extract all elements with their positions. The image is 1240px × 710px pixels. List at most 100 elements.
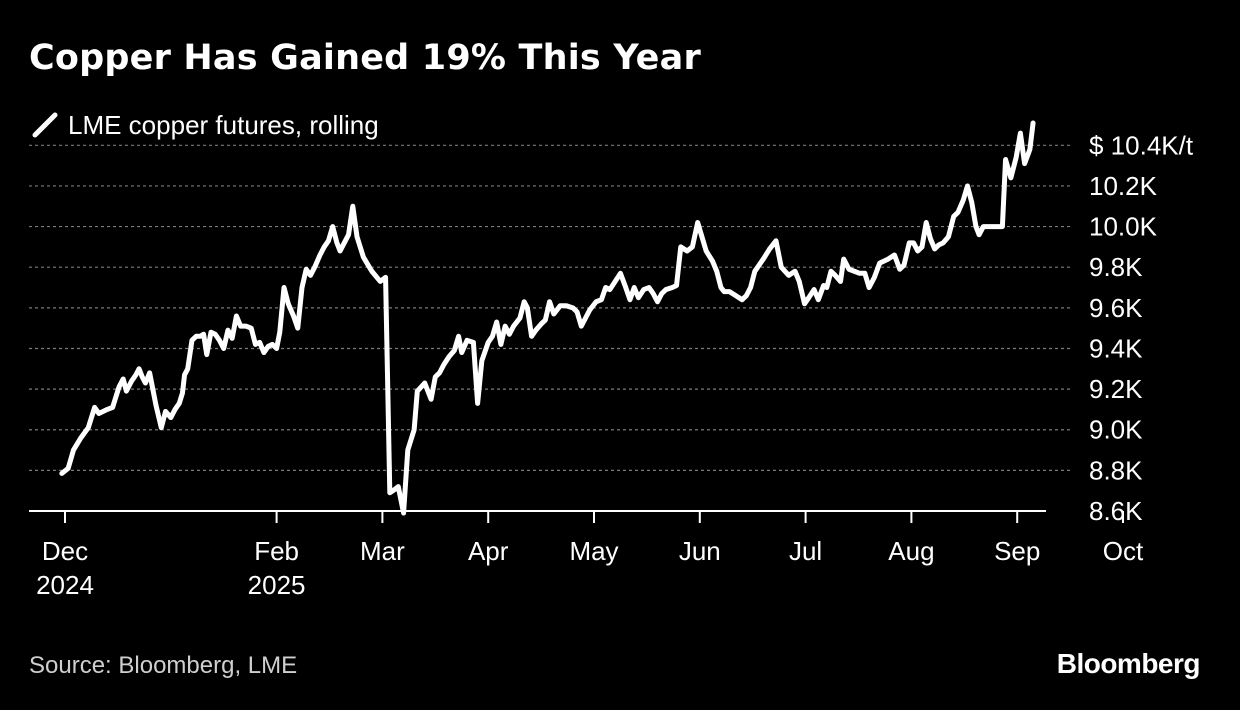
- data-point: [287, 303, 289, 305]
- x-tick-label: Apr: [468, 536, 509, 566]
- data-point: [657, 301, 659, 303]
- data-point: [397, 486, 399, 488]
- y-tick-label: 9.6K: [1089, 293, 1143, 323]
- data-point: [131, 380, 133, 382]
- data-point: [942, 242, 944, 244]
- data-point: [712, 260, 714, 262]
- data-point: [788, 275, 790, 277]
- data-point: [620, 273, 622, 275]
- chart-title: Copper Has Gained 19% This Year: [29, 38, 701, 78]
- x-tick-year-label: 2025: [248, 570, 306, 600]
- data-point: [513, 325, 515, 327]
- data-point: [403, 512, 405, 514]
- data-point: [826, 287, 828, 289]
- data-point: [997, 226, 999, 228]
- data-point: [864, 273, 866, 275]
- data-point: [823, 285, 825, 287]
- data-point: [87, 427, 89, 429]
- data-point: [73, 449, 75, 451]
- data-point: [609, 289, 611, 291]
- data-point: [633, 287, 635, 289]
- data-point: [332, 226, 334, 228]
- data-point: [813, 289, 815, 291]
- data-point: [267, 346, 269, 348]
- data-point: [323, 246, 325, 248]
- data-point: [519, 317, 521, 319]
- data-point: [263, 352, 265, 354]
- data-point: [903, 264, 905, 266]
- y-tick-label: 9.8K: [1089, 252, 1143, 282]
- data-point: [794, 270, 796, 272]
- data-point: [535, 329, 537, 331]
- data-point: [705, 250, 707, 252]
- data-point: [223, 348, 225, 350]
- data-point: [473, 342, 475, 344]
- legend: LME copper futures, rolling: [31, 108, 379, 142]
- data-point: [559, 305, 561, 307]
- data-point: [665, 289, 667, 291]
- data-point: [371, 270, 373, 272]
- data-point: [595, 301, 597, 303]
- data-point: [293, 315, 295, 317]
- data-point: [817, 299, 819, 301]
- data-point: [581, 325, 583, 327]
- data-point: [572, 307, 574, 309]
- data-point: [938, 244, 940, 246]
- data-point: [417, 390, 419, 392]
- x-tick-year-label: 2024: [36, 570, 94, 600]
- data-point: [276, 348, 278, 350]
- data-point: [908, 242, 910, 244]
- data-point: [925, 222, 927, 224]
- data-point: [804, 303, 806, 305]
- data-point: [762, 258, 764, 260]
- data-point: [948, 236, 950, 238]
- data-point: [245, 325, 247, 327]
- data-point: [545, 319, 547, 321]
- data-point: [741, 299, 743, 301]
- data-point: [98, 413, 100, 415]
- data-point: [259, 342, 261, 344]
- data-point: [957, 212, 959, 214]
- data-point: [424, 382, 426, 384]
- bloomberg-logo: Bloomberg: [1056, 648, 1201, 679]
- axis-layer: [29, 510, 1124, 523]
- data-point: [487, 342, 489, 344]
- data-point: [601, 299, 603, 301]
- data-point: [392, 490, 394, 492]
- data-point: [504, 325, 506, 327]
- data-point: [219, 340, 221, 342]
- data-point: [206, 354, 208, 356]
- data-point: [138, 368, 140, 370]
- data-point: [348, 234, 350, 236]
- x-tick-label: Mar: [360, 536, 405, 566]
- data-point: [466, 340, 468, 342]
- data-point: [122, 378, 124, 380]
- data-point: [585, 317, 587, 319]
- data-point: [975, 226, 977, 228]
- series-layer: [59, 120, 1036, 516]
- data-point: [352, 205, 354, 207]
- data-point: [978, 234, 980, 236]
- data-point: [887, 258, 889, 260]
- data-point: [523, 301, 525, 303]
- data-point: [676, 285, 678, 287]
- data-point: [798, 281, 800, 283]
- data-point: [671, 287, 673, 289]
- data-point: [160, 427, 162, 429]
- data-point: [187, 368, 189, 370]
- data-point: [848, 268, 850, 270]
- data-point: [716, 270, 718, 272]
- data-point: [500, 344, 502, 346]
- data-point: [165, 411, 167, 413]
- data-point: [934, 248, 936, 250]
- data-point: [439, 372, 441, 374]
- data-point: [301, 287, 303, 289]
- data-point: [723, 291, 725, 293]
- data-point: [195, 335, 197, 337]
- data-point: [1032, 122, 1034, 124]
- data-point: [735, 295, 737, 297]
- data-point: [625, 287, 627, 289]
- data-point: [80, 437, 82, 439]
- y-tick-label: 8.6K: [1089, 496, 1143, 526]
